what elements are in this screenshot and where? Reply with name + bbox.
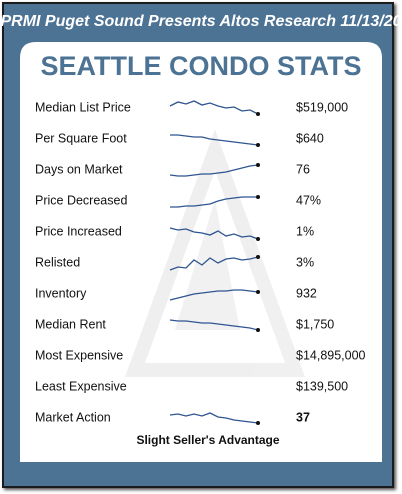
sparkline (169, 319, 259, 331)
sparkline (169, 256, 259, 271)
note: Slight Seller's Advantage (136, 433, 279, 447)
row-value: $139,500 (296, 379, 348, 393)
header-title: PRMI Puget Sound Presents Altos Research… (0, 13, 401, 30)
sparkline (170, 134, 259, 146)
sparkline-end (256, 328, 260, 332)
card (20, 42, 382, 462)
sparkline-end (256, 195, 260, 199)
row-value: 1% (296, 224, 314, 238)
row-value: $519,000 (296, 100, 348, 114)
row-value: 932 (296, 286, 317, 300)
sparkline-end (256, 421, 260, 425)
row-label: Most Expensive (35, 348, 123, 362)
row-value: $1,750 (296, 317, 334, 331)
row-label: Price Decreased (35, 193, 127, 207)
row-value: 76 (296, 162, 310, 176)
sparkline (169, 164, 259, 177)
sparkline (169, 227, 259, 240)
sparkline (169, 412, 259, 424)
row-value: $14,895,000 (296, 348, 366, 362)
row-value: 47% (296, 193, 321, 207)
row-value: 3% (296, 255, 314, 269)
sparkline (169, 289, 259, 301)
watermark (125, 129, 305, 377)
row-value: 37 (296, 410, 310, 424)
sparkline-end (256, 290, 260, 294)
sparkline (170, 196, 258, 208)
row-label: Price Increased (35, 224, 122, 238)
row-label: Market Action (35, 410, 111, 424)
row-label: Inventory (35, 286, 87, 300)
sparkline-end (256, 112, 260, 116)
row-label: Per Square Foot (35, 131, 127, 145)
sparkline-end (256, 163, 260, 167)
row-label: Days on Market (35, 162, 123, 176)
row-value: $640 (296, 131, 324, 145)
row-label: Median List Price (35, 100, 131, 114)
card-title: SEATTLE CONDO STATS (41, 51, 362, 81)
sparkline-end (256, 237, 260, 241)
sparkline-end (256, 143, 260, 147)
row-label: Least Expensive (35, 379, 127, 393)
sparkline (169, 100, 259, 115)
sparkline-end (256, 255, 260, 259)
row-label: Median Rent (35, 317, 106, 331)
row-label: Relisted (35, 255, 80, 269)
